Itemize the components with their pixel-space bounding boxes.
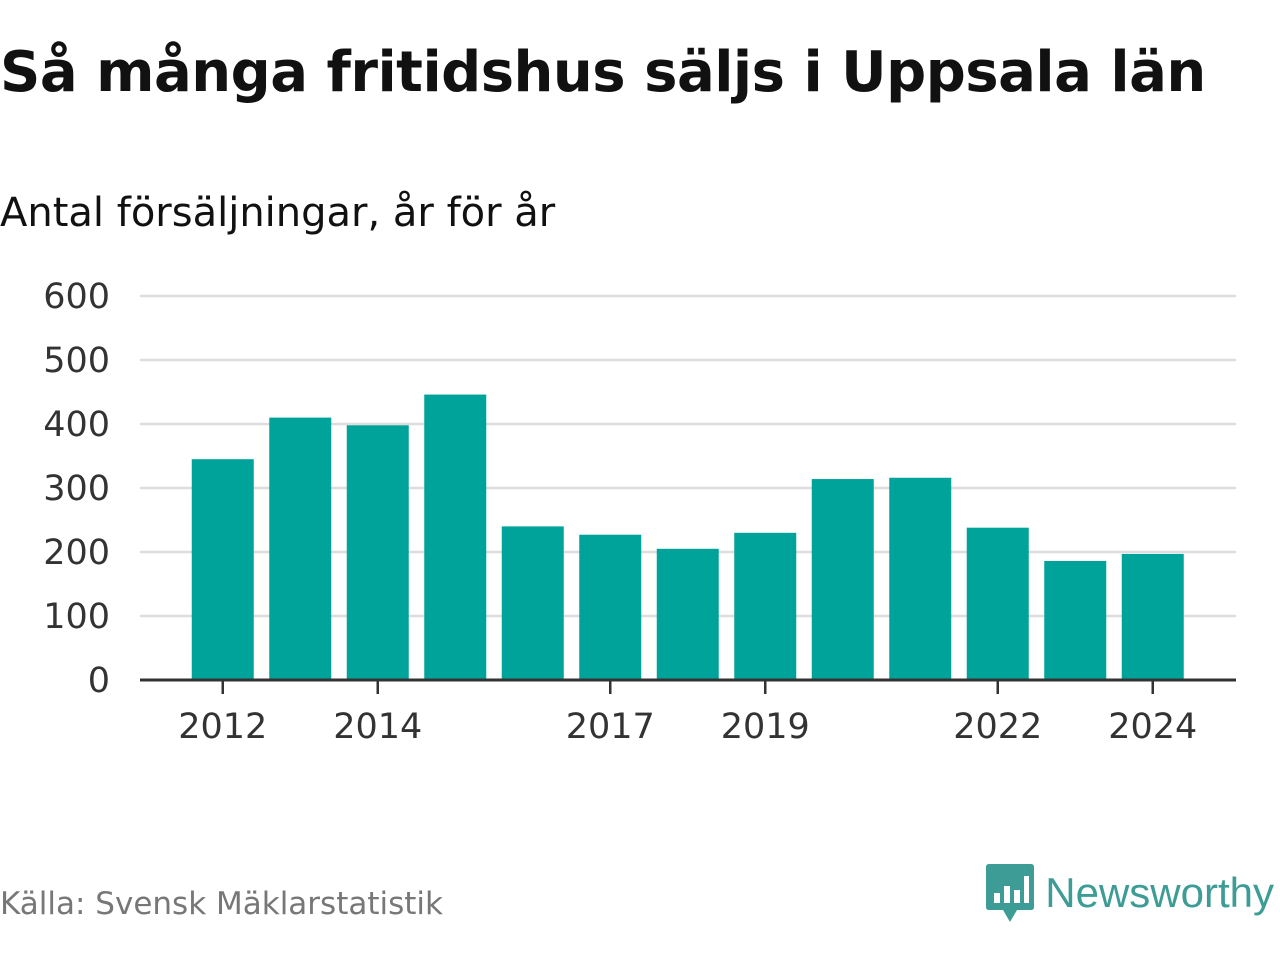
x-tick-label: 2014 [333, 707, 422, 747]
x-tick-label: 2017 [566, 707, 655, 747]
bar-2020 [811, 479, 874, 680]
brand-logo: Newsworthy [985, 862, 1274, 924]
bar-2018 [656, 548, 719, 680]
y-tick-label: 300 [43, 469, 110, 509]
bar-2022 [966, 527, 1029, 680]
bar-2024 [1121, 553, 1184, 680]
y-tick-label: 100 [43, 597, 110, 637]
bar-2016 [501, 526, 564, 680]
y-axis-ticks: 0 100 200 300 400 500 600 [43, 277, 110, 701]
y-tick-label: 600 [43, 277, 110, 317]
newsworthy-logo-icon [986, 864, 1035, 922]
bar-2013 [269, 417, 332, 680]
y-tick-label: 0 [88, 661, 110, 701]
bar-2019 [734, 532, 797, 680]
bar-2021 [889, 477, 952, 680]
x-tick-label: 2019 [721, 707, 810, 747]
bar-2014 [346, 425, 409, 680]
bars [191, 394, 1184, 680]
y-tick-label: 200 [43, 533, 110, 573]
x-tick-label: 2022 [953, 707, 1042, 747]
y-tick-label: 400 [43, 405, 110, 445]
y-tick-label: 500 [43, 341, 110, 381]
source-note: Källa: Svensk Mäklarstatistik [0, 886, 443, 922]
bar-chart: 0 100 200 300 400 500 600 2012 2014 2017 2019 2022… [43, 277, 1236, 747]
chart-subtitle: Antal försäljningar, år för år [0, 190, 556, 236]
x-tick-label: 2024 [1108, 707, 1197, 747]
bar-2015 [424, 394, 487, 680]
bar-2023 [1044, 560, 1107, 680]
bar-2012 [191, 459, 254, 680]
brand-name: Newsworthy [1045, 869, 1274, 916]
bar-2017 [579, 534, 642, 680]
chart-title: Så många fritidshus säljs i Uppsala län [0, 40, 1206, 105]
x-axis-ticks: 2012 2014 2017 2019 2022 2024 [178, 680, 1197, 747]
x-tick-label: 2012 [178, 707, 267, 747]
